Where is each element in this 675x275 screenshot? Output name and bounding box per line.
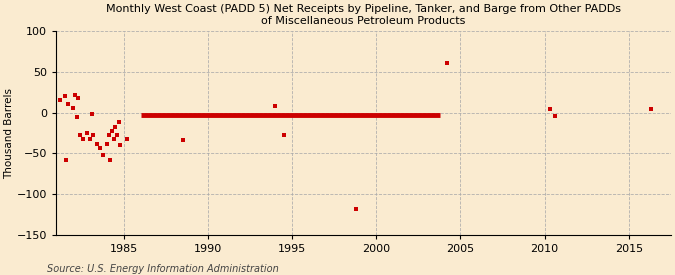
Point bbox=[84, 136, 95, 141]
Point bbox=[278, 133, 289, 138]
Point bbox=[68, 106, 78, 111]
Point bbox=[115, 143, 126, 147]
Point bbox=[544, 107, 555, 111]
Point bbox=[111, 133, 122, 138]
Text: Source: U.S. Energy Information Administration: Source: U.S. Energy Information Administ… bbox=[47, 264, 279, 274]
Point bbox=[103, 133, 114, 138]
Point bbox=[441, 61, 452, 66]
Point bbox=[74, 133, 85, 138]
Point bbox=[63, 102, 74, 107]
Point bbox=[350, 207, 361, 211]
Point bbox=[78, 136, 88, 141]
Point bbox=[105, 158, 115, 162]
Title: Monthly West Coast (PADD 5) Net Receipts by Pipeline, Tanker, and Barge from Oth: Monthly West Coast (PADD 5) Net Receipts… bbox=[106, 4, 621, 26]
Point bbox=[91, 141, 102, 146]
Point bbox=[110, 125, 121, 130]
Point bbox=[59, 94, 70, 98]
Point bbox=[54, 98, 65, 103]
Point bbox=[270, 104, 281, 108]
Point bbox=[86, 112, 97, 116]
Point bbox=[61, 158, 72, 162]
Point bbox=[98, 153, 109, 157]
Point bbox=[95, 145, 105, 150]
Y-axis label: Thousand Barrels: Thousand Barrels bbox=[4, 87, 14, 178]
Point bbox=[88, 133, 99, 137]
Point bbox=[70, 92, 80, 97]
Point bbox=[645, 107, 656, 111]
Point bbox=[108, 136, 119, 141]
Point bbox=[73, 96, 84, 100]
Point bbox=[113, 120, 124, 125]
Point bbox=[107, 128, 117, 133]
Point bbox=[549, 114, 560, 118]
Point bbox=[178, 137, 188, 142]
Point bbox=[81, 131, 92, 135]
Point bbox=[122, 136, 132, 141]
Point bbox=[71, 114, 82, 119]
Point bbox=[101, 141, 112, 146]
